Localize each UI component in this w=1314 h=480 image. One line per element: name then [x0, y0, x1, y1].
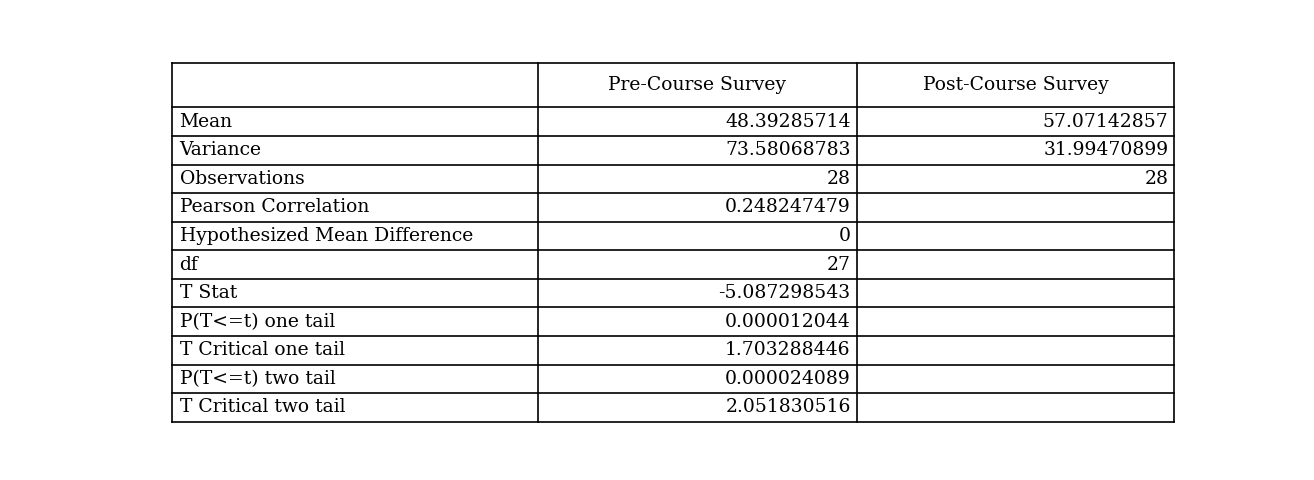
Text: 0.000012044: 0.000012044	[725, 312, 850, 331]
Text: -5.087298543: -5.087298543	[719, 284, 850, 302]
Text: T Critical two tail: T Critical two tail	[180, 398, 346, 416]
Text: 48.39285714: 48.39285714	[725, 113, 850, 131]
Text: 0: 0	[838, 227, 850, 245]
Text: P(T<=t) one tail: P(T<=t) one tail	[180, 312, 335, 331]
Text: 0.000024089: 0.000024089	[725, 370, 850, 388]
Text: 1.703288446: 1.703288446	[725, 341, 850, 359]
Text: Hypothesized Mean Difference: Hypothesized Mean Difference	[180, 227, 473, 245]
Text: Mean: Mean	[180, 113, 233, 131]
Text: 73.58068783: 73.58068783	[725, 141, 850, 159]
Text: T Critical one tail: T Critical one tail	[180, 341, 344, 359]
Text: 28: 28	[827, 170, 850, 188]
Text: df: df	[180, 255, 198, 274]
Text: 2.051830516: 2.051830516	[725, 398, 850, 416]
Text: 27: 27	[827, 255, 850, 274]
Text: Pre-Course Survey: Pre-Course Survey	[608, 76, 787, 94]
Text: 28: 28	[1144, 170, 1168, 188]
Text: Variance: Variance	[180, 141, 261, 159]
Text: P(T<=t) two tail: P(T<=t) two tail	[180, 370, 335, 388]
Text: 0.248247479: 0.248247479	[725, 198, 850, 216]
Text: Observations: Observations	[180, 170, 305, 188]
Text: 57.07142857: 57.07142857	[1042, 113, 1168, 131]
Text: Post-Course Survey: Post-Course Survey	[922, 76, 1109, 94]
Text: 31.99470899: 31.99470899	[1043, 141, 1168, 159]
Text: Pearson Correlation: Pearson Correlation	[180, 198, 369, 216]
Text: T Stat: T Stat	[180, 284, 237, 302]
